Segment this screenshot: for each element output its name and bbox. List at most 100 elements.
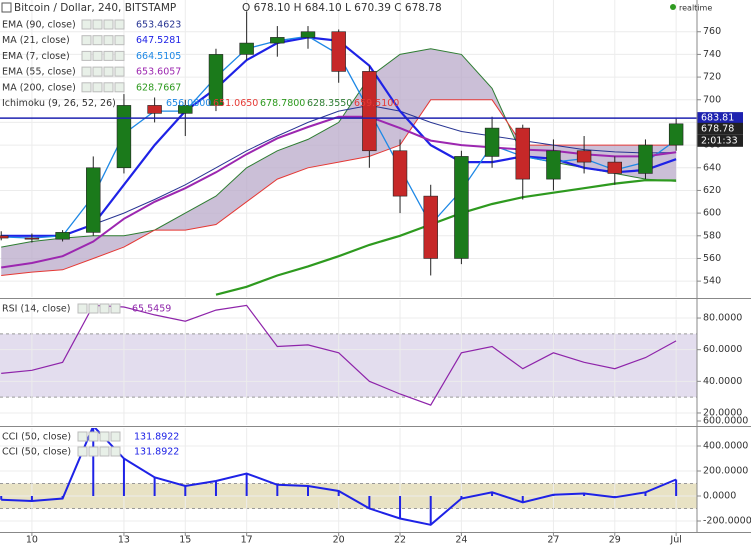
- legend-name: CCI (50, close): [2, 447, 71, 458]
- y-tick-label: -200.0000: [703, 516, 751, 527]
- legend-icon[interactable]: [92, 50, 103, 61]
- legend-value: 656.0800: [166, 98, 211, 109]
- legend-icon[interactable]: [92, 66, 103, 77]
- y-tick-label: 0.0000: [703, 491, 736, 502]
- legend-icon[interactable]: [114, 35, 125, 46]
- y-tick-label: 40.0000: [703, 376, 742, 387]
- legend-icon[interactable]: [88, 431, 99, 442]
- legend-value: 647.5281: [136, 35, 181, 46]
- legend-name: EMA (90, close): [2, 20, 76, 31]
- legend-icon[interactable]: [99, 431, 110, 442]
- legend-icon[interactable]: [81, 19, 92, 30]
- legend-name: EMA (55, close): [2, 67, 76, 78]
- cloud-span: [1, 99, 677, 276]
- legend-icon[interactable]: [110, 431, 121, 442]
- legend-icon[interactable]: [81, 50, 92, 61]
- legend-name: CCI (50, close): [2, 432, 71, 443]
- legend-icon[interactable]: [81, 82, 92, 93]
- y-tick-label: 400.0000: [703, 441, 748, 452]
- legend-icon[interactable]: [88, 303, 99, 314]
- ohlc-label: O 678.10 H 684.10 L 670.39 C 678.78: [242, 2, 442, 14]
- candle-body: [607, 161, 622, 174]
- legend-icon[interactable]: [103, 66, 114, 77]
- legend-icon[interactable]: [77, 446, 88, 457]
- x-tick-label: 24: [455, 535, 467, 546]
- candle-body: [300, 31, 316, 38]
- panel: [0, 0, 697, 297]
- legend-name: EMA (7, close): [2, 51, 70, 62]
- x-tick-label: 10: [26, 535, 38, 546]
- legend-icon[interactable]: [77, 303, 88, 314]
- legend-icon[interactable]: [92, 82, 103, 93]
- legend-icon[interactable]: [81, 35, 92, 46]
- legend-icon[interactable]: [81, 66, 92, 77]
- legend-icon[interactable]: [110, 446, 121, 457]
- realtime-dot: [670, 4, 676, 10]
- legend-value: 651.0650: [213, 98, 258, 109]
- y-tick-label: 760: [703, 26, 721, 37]
- countdown-box: [697, 134, 743, 147]
- y-tick-label: 720: [703, 72, 721, 83]
- x-tick-label: 27: [547, 535, 559, 546]
- candle-body: [239, 42, 254, 55]
- legend-icon[interactable]: [103, 35, 114, 46]
- y-tick-label: 600.0000: [703, 416, 748, 427]
- legend-icon[interactable]: [99, 303, 110, 314]
- legend-icon[interactable]: [114, 19, 125, 30]
- legend-value: 628.3550: [307, 98, 352, 109]
- y-tick-label: 580: [703, 230, 721, 241]
- legend-icon[interactable]: [114, 50, 125, 61]
- legend-value: 678.7800: [260, 98, 305, 109]
- legend-name: RSI (14, close): [2, 304, 70, 315]
- legend-icon[interactable]: [103, 82, 114, 93]
- x-tick-label: Jul: [669, 535, 681, 546]
- panel: [0, 300, 697, 425]
- legend-icon[interactable]: [114, 66, 125, 77]
- legend-value: 131.8922: [134, 432, 179, 443]
- legend-value: 65.5459: [132, 304, 171, 315]
- candle-body: [423, 195, 438, 259]
- candle-body: [362, 71, 377, 152]
- candle-body: [24, 237, 40, 240]
- candle-body: [147, 105, 162, 114]
- legend-value: 664.5105: [136, 51, 181, 62]
- legend-icon[interactable]: [114, 82, 125, 93]
- price-line-box: [697, 112, 743, 125]
- symbol-icon[interactable]: [1, 2, 12, 13]
- candle-body: [454, 156, 469, 259]
- y-tick-label: 620: [703, 185, 721, 196]
- candle-body: [331, 31, 346, 72]
- legend-value: 131.8922: [134, 447, 179, 458]
- y-tick-label: 600: [703, 208, 721, 219]
- legend-icon[interactable]: [77, 431, 88, 442]
- y-tick-label: 200.0000: [703, 466, 748, 477]
- cloud-span: [1, 48, 677, 248]
- x-tick-label: 15: [179, 535, 191, 546]
- indicator-line: [93, 104, 677, 225]
- countdown-label: 2:01:33: [701, 135, 738, 146]
- y-tick-label: 540: [703, 276, 721, 287]
- legend-name: Ichimoku (9, 26, 52, 26): [2, 98, 116, 109]
- indicator-line: [1, 115, 677, 269]
- candle-body: [546, 150, 561, 180]
- candle-body: [638, 144, 653, 174]
- legend-icon[interactable]: [99, 446, 110, 457]
- x-tick-label: 29: [609, 535, 621, 546]
- indicator-line: [215, 179, 677, 296]
- x-tick-label: 13: [118, 535, 130, 546]
- candle-body: [392, 150, 408, 197]
- candle-body: [484, 127, 500, 157]
- legend-icon[interactable]: [110, 303, 121, 314]
- legend-name: MA (21, close): [2, 35, 70, 46]
- legend-icon[interactable]: [103, 19, 114, 30]
- legend-icon[interactable]: [92, 19, 103, 30]
- candle-body: [208, 54, 224, 106]
- legend-icon[interactable]: [103, 50, 114, 61]
- x-tick-label: 22: [394, 535, 406, 546]
- legend-icon[interactable]: [88, 446, 99, 457]
- price-line-label: 683.81: [701, 113, 734, 124]
- legend-value: 653.6057: [136, 67, 181, 78]
- candle-body: [86, 167, 101, 233]
- legend-icon[interactable]: [92, 35, 103, 46]
